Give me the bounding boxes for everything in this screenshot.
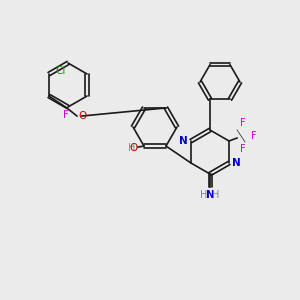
Text: F: F <box>251 131 257 141</box>
Text: O: O <box>130 143 138 153</box>
Text: F: F <box>63 110 69 120</box>
Text: F: F <box>240 118 246 128</box>
Text: H: H <box>212 190 220 200</box>
Text: N: N <box>206 190 214 200</box>
Text: N: N <box>232 158 241 168</box>
Text: F: F <box>240 144 246 154</box>
Text: O: O <box>78 111 86 121</box>
Text: Cl: Cl <box>55 66 65 76</box>
Text: H: H <box>200 190 208 200</box>
Text: H: H <box>128 143 135 153</box>
Text: N: N <box>179 136 188 146</box>
